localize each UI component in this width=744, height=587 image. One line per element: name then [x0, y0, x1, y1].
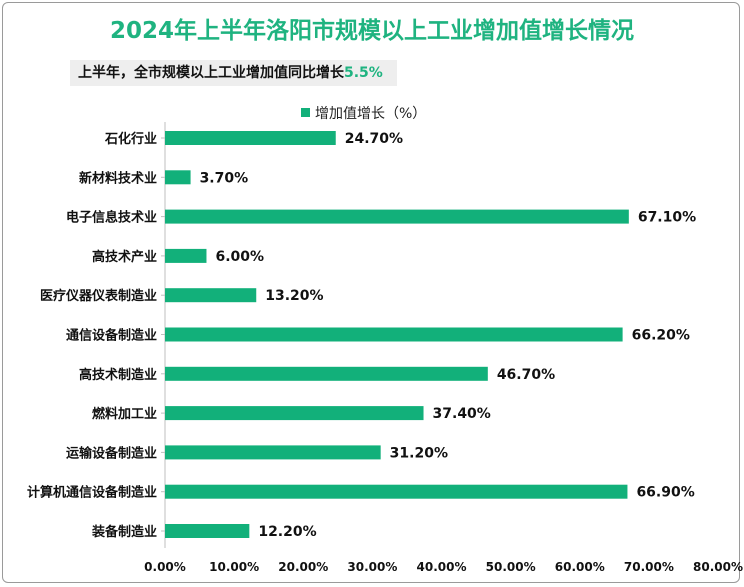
- x-tick-label: 10.00%: [209, 560, 259, 574]
- data-label: 13.20%: [265, 288, 323, 304]
- category-label: 装备制造业: [91, 524, 157, 540]
- bar: [165, 131, 336, 145]
- subtitle-box: 上半年，全市规模以上工业增加值同比增长5.5%: [70, 60, 397, 86]
- data-label: 46.70%: [497, 367, 555, 383]
- x-tick-label: 20.00%: [278, 560, 328, 574]
- legend: 增加值增长（%）: [301, 103, 426, 123]
- category-label: 运输设备制造业: [66, 445, 157, 461]
- data-label: 6.00%: [215, 249, 264, 265]
- data-label: 31.20%: [390, 445, 448, 461]
- bar: [165, 406, 424, 421]
- x-tick-label: 70.00%: [624, 560, 674, 574]
- category-label: 燃料加工业: [92, 406, 157, 422]
- category-label: 石化行业: [104, 131, 157, 147]
- category-label: 新材料技术业: [79, 170, 157, 186]
- x-tick-label: 0.00%: [144, 560, 186, 574]
- category-label: 高技术产业: [92, 249, 157, 265]
- bar: [165, 288, 257, 303]
- bar: [165, 209, 629, 224]
- bar: [165, 366, 488, 381]
- x-tick-label: 60.00%: [555, 560, 605, 574]
- subtitle-text: 上半年，全市规模以上工业增加值同比增长: [78, 65, 344, 81]
- data-label: 3.70%: [200, 170, 249, 186]
- x-tick-label: 80.00%: [693, 560, 743, 574]
- bar: [165, 524, 250, 538]
- bar: [165, 327, 623, 342]
- category-label: 电子信息技术业: [66, 210, 157, 226]
- data-label: 66.90%: [636, 485, 694, 501]
- data-label: 67.10%: [638, 210, 696, 226]
- category-label: 高技术制造业: [79, 367, 157, 383]
- x-tick-label: 40.00%: [417, 560, 467, 574]
- category-label: 医疗仪器仪表制造业: [40, 288, 157, 304]
- bar: [165, 445, 381, 460]
- data-label: 24.70%: [345, 131, 403, 147]
- x-tick-label: 50.00%: [486, 560, 536, 574]
- data-label: 12.20%: [258, 524, 316, 540]
- legend-label: 增加值增长（%）: [315, 106, 427, 122]
- bar: [165, 484, 628, 499]
- chart-title: 2024年上半年洛阳市规模以上工业增加值增长情况: [109, 18, 634, 44]
- category-label: 通信设备制造业: [66, 328, 157, 344]
- bar: [165, 248, 207, 263]
- category-label: 计算机通信设备制造业: [27, 485, 157, 501]
- legend-swatch: [301, 108, 310, 117]
- bar: [165, 170, 191, 185]
- data-label: 66.20%: [632, 328, 690, 344]
- subtitle-value: 5.5%: [344, 65, 383, 81]
- x-tick-label: 30.00%: [347, 560, 397, 574]
- data-label: 37.40%: [433, 406, 491, 422]
